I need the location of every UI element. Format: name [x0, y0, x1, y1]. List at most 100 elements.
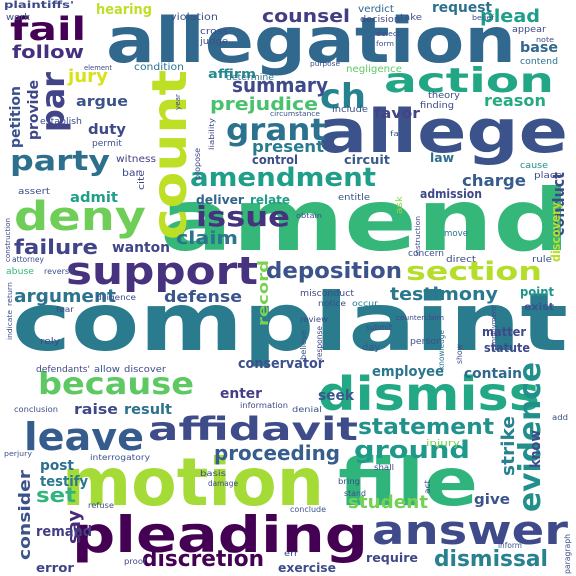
word-allegation: allegation — [106, 4, 516, 77]
word-diligence: diligence — [96, 293, 136, 302]
word-point: point — [520, 285, 554, 299]
word-support: support — [66, 249, 258, 293]
word-conclude: conclude — [290, 505, 326, 514]
word-seek: seek — [318, 388, 355, 404]
word-decision: decision — [360, 15, 400, 25]
word-act: act — [423, 480, 432, 494]
word-attorney: attorney — [12, 255, 44, 264]
word-concern: concern — [408, 249, 444, 259]
word-damage: damage — [208, 479, 238, 488]
word-knowledge: knowledge — [437, 330, 446, 370]
word-fall: fall — [390, 130, 404, 138]
word-section: section — [406, 257, 542, 287]
word-deposition: deposition — [266, 259, 402, 284]
word-remand: remand — [36, 524, 92, 540]
word-negligence: negligence — [346, 64, 402, 75]
word-evidence: evidence — [513, 362, 548, 512]
word-denial: denial — [292, 405, 322, 414]
word-testify: testify — [40, 474, 88, 490]
word-say: say — [64, 510, 85, 544]
word-construction: construction — [4, 218, 12, 262]
word-verdict: verdict — [358, 4, 394, 15]
word-review: review — [300, 315, 328, 324]
word-proof: proof — [124, 557, 146, 566]
word-follow: follow — [12, 42, 84, 63]
word-action: action — [384, 61, 554, 101]
word-condition: condition — [134, 62, 184, 73]
word-assert: assert — [18, 187, 51, 197]
word-fear: fear — [56, 305, 75, 314]
word-petition: petition — [8, 86, 24, 148]
word-counterclaim: counterclaim — [396, 314, 444, 322]
word-witness: witness — [116, 154, 156, 165]
word-consider: consider — [15, 470, 34, 560]
word-person: person — [410, 337, 442, 347]
word-shall: shall — [374, 463, 394, 472]
word-return: return — [6, 282, 14, 306]
word-contend: contend — [520, 57, 558, 67]
word-require: require — [366, 551, 418, 565]
word-fail: fail — [10, 10, 86, 48]
word-perjury: perjury — [4, 450, 32, 458]
word-defense: defense — [164, 287, 242, 306]
word-argue: argue — [76, 94, 128, 110]
word-file: file — [338, 444, 478, 521]
word-violation: violation — [170, 12, 218, 23]
word-strike: strike — [498, 416, 519, 476]
word-purpose: purpose — [310, 60, 340, 68]
word-admission: admission — [420, 187, 482, 201]
word-submit: submit — [366, 323, 392, 332]
word-employment: employment — [490, 306, 498, 350]
word-discretion: discretion — [142, 547, 264, 572]
word-amendment: amendment — [190, 163, 376, 193]
word-claim: claim — [176, 228, 238, 249]
word-liability: liability — [208, 118, 216, 150]
word-defect: defect — [376, 30, 400, 38]
word-dismissal: dismissal — [434, 547, 548, 572]
word-cite: cite — [137, 169, 147, 190]
word-plead: plead — [480, 6, 540, 27]
word-take: take — [400, 13, 423, 23]
word-leave: leave — [24, 415, 144, 459]
word-notice: notice — [318, 299, 346, 308]
word-provide: provide — [26, 80, 42, 140]
word-discover: discover — [124, 365, 166, 375]
word-paragraph: paragraph — [563, 534, 572, 574]
word-pleading: pleading — [72, 506, 368, 564]
word-amend: amend — [160, 171, 570, 271]
word-affirm: affirm — [208, 67, 256, 81]
word-student: student — [348, 492, 428, 513]
word-circumstance: circumstance — [270, 110, 320, 118]
word-refuse: refuse — [88, 501, 114, 510]
word-theory: theory — [428, 91, 461, 101]
word-matter: matter — [482, 325, 526, 339]
word-deliver: deliver — [196, 193, 244, 207]
word-err: err — [284, 549, 299, 558]
word-law: law — [430, 151, 454, 165]
word-belief: belief — [472, 14, 495, 22]
word-allow: allow — [94, 365, 120, 375]
word-issue: issue — [196, 200, 290, 233]
word-conclusion: conclusion — [14, 405, 58, 414]
word-reason: reason — [484, 91, 546, 110]
word-raise: raise — [74, 402, 118, 418]
word-party: party — [10, 144, 110, 177]
word-allege: allege — [318, 97, 568, 167]
word-admit: admit — [70, 190, 118, 206]
word-answer: answer — [372, 508, 568, 554]
word-permit: permit — [92, 139, 122, 149]
word-discovery: discovery — [549, 202, 563, 262]
word-contain: contain — [464, 366, 522, 382]
word-give: give — [474, 492, 510, 508]
word-post: post — [40, 458, 74, 474]
word-inform: inform — [498, 541, 522, 550]
word-include: include — [332, 105, 369, 115]
word-instruction: instruction — [414, 216, 422, 256]
word-duty: duty — [88, 122, 126, 138]
word-proceeding: proceeding — [214, 441, 340, 465]
word-ask: ask — [395, 195, 405, 214]
word-rule: rule — [532, 255, 553, 265]
word-count: count — [142, 70, 198, 240]
